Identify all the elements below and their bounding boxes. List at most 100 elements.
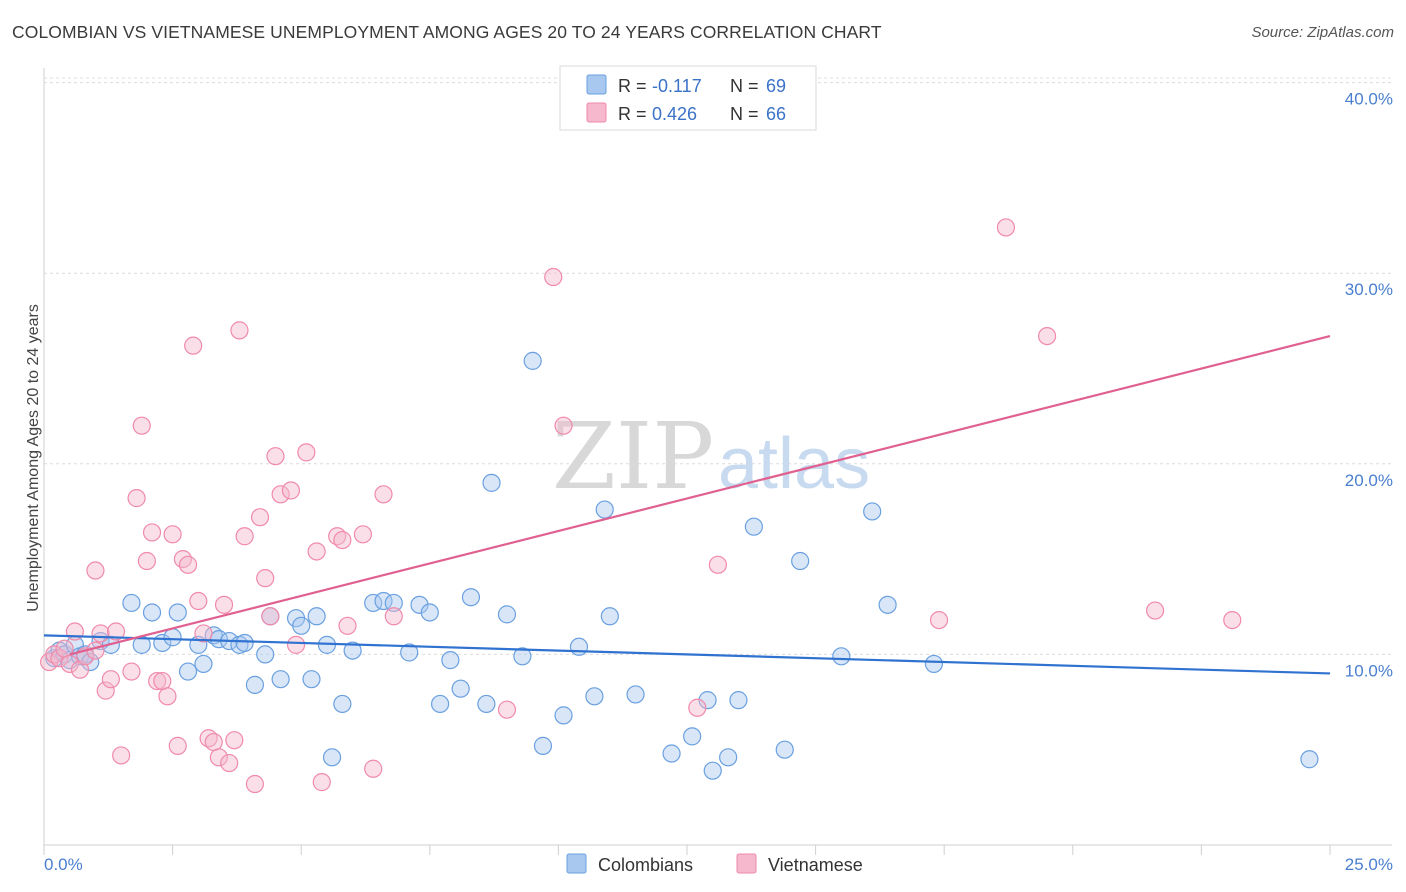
data-points xyxy=(40,218,1319,794)
vietnamese-point xyxy=(96,681,115,700)
colombians-point xyxy=(791,551,810,571)
vietnamese-point xyxy=(142,523,162,542)
vietnamese-point xyxy=(86,641,105,660)
y-tick-label: 40.0% xyxy=(1345,90,1393,109)
vietnamese-point xyxy=(184,336,203,355)
colombians-point xyxy=(477,694,496,714)
vietnamese-point xyxy=(148,671,167,691)
vietnamese-point xyxy=(178,555,198,574)
colombians-point xyxy=(333,694,352,714)
colombians-point xyxy=(420,603,439,622)
colombians-point xyxy=(194,654,213,674)
legend-r-label: R = xyxy=(618,104,652,124)
colombians-point xyxy=(410,595,429,614)
colombians-point xyxy=(307,607,326,626)
colombians-point xyxy=(513,647,532,666)
vietnamese-point xyxy=(194,624,213,643)
legend-r-label: R = xyxy=(618,76,652,96)
tick-labels: 10.0% 20.0% 30.0% 40.0% 0.0% 25.0% xyxy=(44,90,1393,874)
vietnamese-point xyxy=(132,416,151,435)
colombians-point xyxy=(256,645,275,664)
series-legend-swatch-vietnamese xyxy=(736,853,757,874)
colombians-point xyxy=(178,662,198,681)
vietnamese-point xyxy=(996,218,1016,237)
colombians-point xyxy=(595,500,614,519)
x-tick-label: 25.0% xyxy=(1345,855,1393,874)
colombians-trend-line xyxy=(43,634,1331,675)
colombians-point xyxy=(122,593,141,613)
vietnamese-point xyxy=(929,610,949,630)
vietnamese-point xyxy=(497,700,517,719)
colombians-point xyxy=(235,633,254,653)
legend-n-label: N = xyxy=(730,104,764,124)
legend-n-value: 66 xyxy=(766,104,786,124)
vietnamese-point xyxy=(106,622,126,641)
vietnamese-point xyxy=(297,443,316,462)
colombians-point xyxy=(482,473,501,492)
vietnamese-point xyxy=(286,635,306,654)
colombians-point xyxy=(683,727,702,746)
source-label: Source: ZipAtlas.com xyxy=(1251,24,1394,41)
colombians-point xyxy=(863,502,882,521)
vietnamese-point xyxy=(281,481,301,500)
y-tick-label: 20.0% xyxy=(1345,471,1393,490)
vietnamese-point xyxy=(307,542,326,561)
x-tick-label: 0.0% xyxy=(44,855,83,874)
vietnamese-point xyxy=(122,662,141,681)
colombians-point xyxy=(400,643,419,662)
y-axis-label: Unemployment Among Ages 20 to 24 years xyxy=(25,304,42,612)
chart-title: COLOMBIAN VS VIETNAMESE UNEMPLOYMENT AMO… xyxy=(12,22,882,42)
vietnamese-point xyxy=(261,607,280,626)
vietnamese-point xyxy=(214,595,234,614)
legend-r-value: 0.426 xyxy=(652,104,697,124)
colombians-point xyxy=(703,761,722,780)
legend-swatch-vietnamese xyxy=(586,102,607,123)
colombians-point xyxy=(142,603,162,622)
colombians-point xyxy=(1300,750,1319,769)
legend-swatch-colombians xyxy=(586,74,607,95)
vietnamese-point xyxy=(50,649,69,668)
vietnamese-point xyxy=(91,624,110,643)
vietnamese-point xyxy=(101,670,120,689)
colombians-point xyxy=(302,670,321,689)
vietnamese-point xyxy=(256,569,275,588)
colombians-point xyxy=(441,651,460,670)
colombians-point xyxy=(600,607,619,626)
colombians-point xyxy=(271,670,290,689)
vietnamese-point xyxy=(86,561,105,580)
colombians-point xyxy=(81,652,100,672)
vietnamese-point xyxy=(364,759,383,778)
vietnamese-point xyxy=(333,530,352,550)
y-tick-label: 10.0% xyxy=(1345,661,1393,680)
legend-r-value: -0.117 xyxy=(652,76,702,96)
vietnamese-point xyxy=(271,485,290,504)
colombians-point xyxy=(292,616,311,635)
vietnamese-point xyxy=(266,447,285,466)
colombians-point xyxy=(430,694,450,714)
colombians-point xyxy=(832,647,851,666)
colombians-point xyxy=(497,605,517,624)
vietnamese-point xyxy=(338,616,357,635)
vietnamese-point xyxy=(158,687,177,706)
vietnamese-point xyxy=(384,607,403,626)
colombians-point xyxy=(729,691,748,710)
watermark-zip: ZIP xyxy=(552,403,714,510)
colombians-point xyxy=(451,679,470,698)
stats-legend: R = -0.117 N = 69 R = 0.426 N = 66 xyxy=(559,65,817,131)
axes xyxy=(43,68,1392,855)
vietnamese-point xyxy=(189,591,208,611)
vietnamese-point xyxy=(220,753,239,773)
vietnamese-point xyxy=(209,748,228,767)
vietnamese-point xyxy=(245,774,265,794)
vietnamese-point xyxy=(235,527,254,546)
legend-n-value: 69 xyxy=(766,76,786,96)
colombians-point xyxy=(322,748,342,767)
colombians-point xyxy=(719,748,738,767)
vietnamese-point xyxy=(312,773,331,792)
vietnamese-point xyxy=(544,267,563,287)
colombians-point xyxy=(343,641,362,660)
vietnamese-point xyxy=(127,489,146,508)
colombians-point xyxy=(168,603,187,622)
series-legend: Colombians Vietnamese xyxy=(566,853,863,875)
